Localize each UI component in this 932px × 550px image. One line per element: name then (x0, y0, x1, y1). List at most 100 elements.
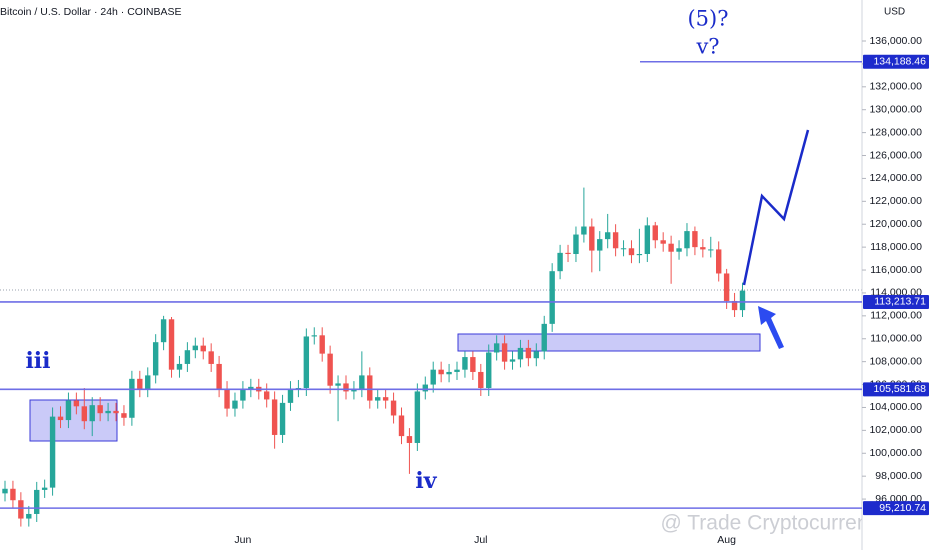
y-tick-label: 112,000.00 (870, 310, 922, 322)
candle-body (89, 405, 95, 422)
annotation: iii (25, 348, 50, 374)
y-tick-label: 120,000.00 (869, 218, 922, 230)
y-tick-label: 128,000.00 (869, 126, 922, 138)
candles (2, 187, 746, 527)
axis-group: 96,000.0098,000.00100,000.00102,000.0010… (862, 35, 922, 505)
candle-body (723, 273, 730, 301)
candle-body (311, 335, 317, 337)
candle-body (739, 290, 746, 311)
candle-body (541, 323, 547, 352)
candle-body (628, 248, 635, 256)
y-tick-label: 136,000.00 (869, 35, 922, 47)
level-label-bg (863, 501, 929, 516)
candle-body (224, 389, 230, 409)
y-tick-label: 100,000.00 (869, 447, 922, 459)
candle-body (581, 226, 587, 235)
candle-body (351, 389, 357, 392)
candle-body (184, 350, 191, 364)
candle-body (716, 249, 722, 274)
candle-body (597, 239, 603, 251)
candle-body (557, 252, 563, 272)
candle-body (382, 397, 389, 401)
candle-body (565, 252, 571, 255)
level-label-bg (863, 294, 929, 309)
candle-body (652, 225, 658, 241)
level-label: 95,210.74 (879, 502, 926, 514)
zone-box (457, 333, 761, 352)
candle-body (660, 240, 666, 244)
price-axis (862, 0, 932, 550)
annotation: (5)? (687, 7, 728, 31)
candle-body (113, 410, 119, 414)
candle-body (121, 413, 127, 418)
candle-body (208, 351, 214, 364)
candle-body (486, 352, 492, 388)
candle-body (549, 271, 555, 324)
candle-body (137, 378, 143, 390)
y-tick-label: 122,000.00 (869, 195, 922, 207)
candle-body (398, 415, 405, 437)
level-label: 113,213.71 (874, 296, 926, 308)
candle-body (462, 357, 468, 370)
level-label: 134,188.46 (873, 56, 926, 68)
candle-body (700, 247, 706, 250)
candle-body (501, 343, 508, 362)
candle-body (263, 391, 270, 400)
candle-body (509, 359, 516, 362)
candle-body (303, 336, 310, 388)
candle-body (145, 375, 151, 390)
candle-body (422, 384, 428, 392)
candle-body (192, 345, 199, 351)
candle-body (533, 351, 540, 359)
candle-body (612, 232, 619, 249)
y-tick-label: 130,000.00 (869, 103, 922, 115)
y-tick-label: 110,000.00 (870, 333, 922, 345)
currency-label: USD (884, 7, 905, 18)
candle-body (152, 342, 159, 376)
level-label-bg (863, 54, 929, 69)
candle-body (18, 500, 24, 519)
candle-body (160, 319, 167, 343)
candle-body (359, 375, 365, 390)
candle-body (129, 378, 135, 418)
candle-body (644, 225, 651, 255)
x-tick-label: Aug (717, 534, 736, 546)
candle-body (367, 375, 373, 401)
y-tick-label: 102,000.00 (869, 424, 922, 436)
candle-body (240, 389, 246, 401)
x-tick-label: Jul (474, 534, 487, 546)
candle-body (430, 369, 436, 385)
candle-body (176, 363, 183, 370)
candle-body (65, 400, 72, 421)
candle-body (525, 347, 532, 359)
candle-body (26, 513, 32, 519)
y-tick-label: 108,000.00 (869, 355, 922, 367)
candle-body (573, 234, 579, 255)
candle-body (232, 400, 238, 409)
y-tick-label: 104,000.00 (869, 401, 922, 413)
y-tick-label: 116,000.00 (870, 264, 922, 276)
candle-body (589, 226, 595, 251)
y-tick-label: 132,000.00 (869, 81, 922, 93)
candle-body (470, 357, 476, 372)
candle-body (604, 232, 611, 240)
candle-body (343, 383, 349, 392)
candle-body (620, 248, 627, 250)
candle-body (200, 345, 206, 352)
candle-body (493, 343, 500, 353)
candle-body (684, 231, 690, 249)
candle-body (390, 400, 397, 416)
candle-body (454, 369, 460, 372)
level-label-bg (863, 382, 929, 397)
candle-body (2, 488, 8, 494)
annotation: iv (415, 468, 437, 494)
candle-body (271, 399, 278, 435)
zone-box (29, 399, 118, 442)
candle-body (708, 249, 714, 251)
candle-body (406, 436, 413, 443)
candle-body (73, 400, 80, 407)
y-tick-label: 118,000.00 (870, 241, 922, 253)
candle-body (668, 243, 674, 252)
